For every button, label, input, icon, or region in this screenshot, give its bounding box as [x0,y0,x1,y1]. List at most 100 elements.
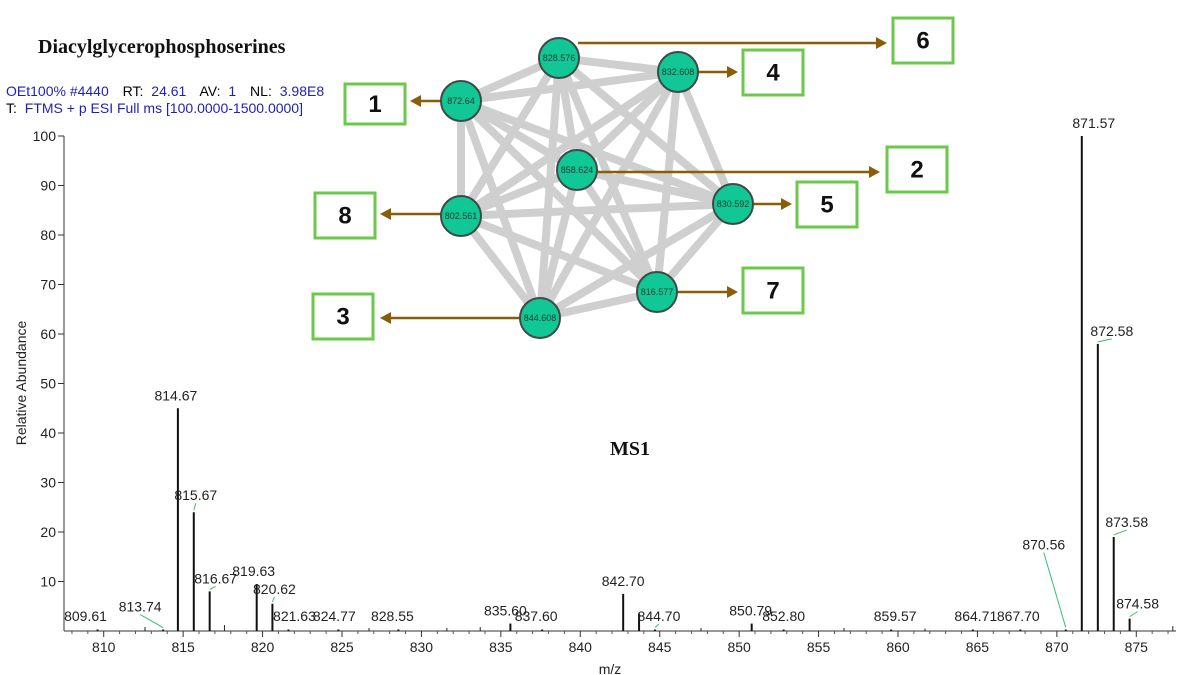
network-edge [457,97,544,322]
network-graph: 1 2 3 4 5 6 7 8 872.64 858.624 844.608 832.608 830.… [311,16,955,341]
av-value: 1 [228,83,236,99]
peak-label-leader [1043,552,1067,628]
x-tick-label: 830 [410,639,434,655]
peak-label: 874.58 [1116,596,1159,612]
peak-label: 821.63 [273,608,316,624]
nl-label: NL: [250,83,272,99]
peak-label-leader [1113,529,1127,536]
y-tick-label: 100 [33,128,57,144]
peak-label: 842.70 [602,573,645,589]
network-edge [555,54,661,296]
network-node-label: 802.561 [445,211,478,221]
filter-text: FTMS + p ESI Full ms [100.0000-1500.0000… [25,100,303,116]
network-edge [555,54,737,208]
peak-label: 837.60 [515,608,558,624]
network-boxes: 1 2 3 4 5 6 7 8 [311,16,955,341]
x-tick-label: 865 [966,639,990,655]
scan-info-line: OEt100% #4440 RT: 24.61 AV: 1 NL: 3.98E8 [6,83,324,99]
network-node-label: 830.592 [717,199,750,209]
network-node [712,183,754,225]
peak-label: 816.67 [194,570,237,586]
y-axis-label: Relative Abundance [13,321,29,446]
network-node [636,271,678,313]
x-tick-label: 845 [648,639,672,655]
y-tick-label: 10 [40,574,56,590]
x-tick-label: 875 [1125,639,1149,655]
number-box [311,292,375,341]
network-edges [457,54,737,322]
network-node [519,297,561,339]
node-arrowhead [727,286,738,298]
network-edge [457,97,661,296]
peak-label: 871.57 [1072,115,1115,131]
network-arrows [380,37,887,324]
number-box [313,191,377,240]
network-edge [457,212,661,296]
x-tick-label: 850 [727,639,751,655]
y-tick-label: 50 [40,376,56,392]
network-edge [536,68,682,322]
y-tick-label: 60 [40,326,56,342]
number-box-label: 6 [916,28,929,55]
number-box-label: 2 [910,157,923,184]
network-edge [457,200,737,220]
network-node [556,149,598,191]
y-tick-label: 20 [40,524,56,540]
peak-label: 824.77 [313,608,356,624]
number-box [741,266,805,315]
network-edge [457,68,682,220]
number-box-label: 3 [336,304,349,331]
x-tick-label: 825 [330,639,354,655]
peak-label: 850.79 [729,603,772,619]
x-tick-label: 815 [171,639,195,655]
peak-label-leader [1097,338,1112,343]
peak-label-leader [193,503,197,511]
node-arrowhead [876,37,887,49]
network-node [657,51,699,93]
peak-label: 844.70 [638,608,681,624]
av-label: AV: [199,83,220,99]
peak-label: 815.67 [174,487,217,503]
rt-label: RT: [123,83,144,99]
peak-label: 819.63 [232,563,275,579]
x-tick-label: 835 [489,639,513,655]
filter-prefix: T: [6,100,17,116]
node-arrowhead [781,198,792,210]
network-node [440,80,482,122]
nl-value: 3.98E8 [280,83,325,99]
node-arrowhead [410,95,421,107]
peak-label: 873.58 [1105,514,1148,530]
peak-label: 835.60 [484,603,527,619]
node-arrowhead [380,208,391,220]
number-box [885,145,949,194]
peak-label: 814.67 [154,387,197,403]
node-arrowhead [869,166,880,178]
y-tick-label: 40 [40,425,56,441]
scan-prefix: OEt100% #4440 [6,83,109,99]
network-edge [457,54,563,220]
network-edge [536,200,737,322]
peak-label: 828.55 [371,608,414,624]
network-node-label: 844.608 [524,313,557,323]
filter-line: T: FTMS + p ESI Full ms [100.0000-1500.0… [6,100,303,116]
network-edge [536,166,581,322]
network-edge [536,54,563,322]
number-box-label: 5 [820,192,833,219]
page-title: Diacylglycerophosphoserines [38,36,286,58]
network-edge [674,68,737,208]
y-tick-label: 30 [40,475,56,491]
node-arrowhead [380,312,391,324]
network-node-label: 858.624 [561,165,594,175]
peak-label: 813.74 [119,599,162,615]
network-node [440,195,482,237]
x-tick-label: 860 [886,639,910,655]
peak-label: 820.62 [253,581,296,597]
x-tick-label: 840 [569,639,593,655]
peak-label-leader [1129,611,1138,618]
x-tick-label: 810 [92,639,116,655]
ms1-annotation: MS1 [610,438,650,460]
number-box-label: 7 [766,278,779,305]
network-edge [573,68,682,174]
